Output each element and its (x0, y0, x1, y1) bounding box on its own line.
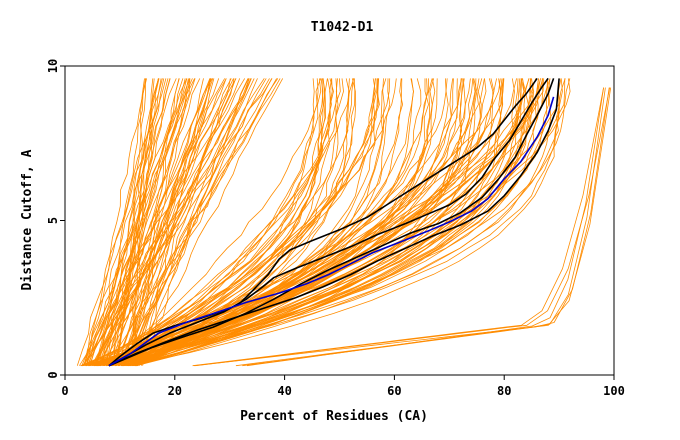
model-curve-18 (118, 78, 279, 366)
model-curve-63 (121, 78, 237, 366)
model-curve-59 (120, 78, 267, 366)
model-lines-layer (76, 78, 612, 367)
model-curve-185 (246, 87, 604, 367)
model-curve-47 (92, 78, 250, 366)
model-curve-97 (122, 78, 549, 367)
highlight-blue (108, 96, 555, 367)
model-curve-81 (99, 78, 380, 367)
model-curve-46 (139, 78, 231, 366)
model-curve-7 (83, 78, 159, 366)
y-tick-label-5: 5 (46, 217, 60, 224)
model-curve-184 (192, 87, 604, 367)
y-tick-label-10: 10 (46, 59, 60, 73)
model-curve-179 (89, 78, 422, 367)
chart-title: T1042-D1 (311, 20, 374, 35)
highlight-black-1 (108, 78, 555, 367)
model-curve-173 (103, 78, 355, 367)
model-curve-23 (96, 78, 190, 366)
model-curve-101 (85, 78, 414, 367)
model-curve-67 (131, 78, 180, 366)
highlight-black-2 (108, 77, 549, 367)
model-curve-57 (135, 78, 232, 366)
highlight-black-3 (108, 77, 538, 367)
model-curve-145 (129, 78, 319, 366)
model-curve-73 (136, 78, 563, 367)
model-curve-171 (131, 78, 332, 367)
model-curve-119 (102, 78, 322, 367)
model-curve-153 (127, 78, 356, 367)
model-curve-151 (106, 78, 328, 367)
model-curve-78 (84, 78, 354, 367)
model-curve-30 (125, 78, 249, 366)
x-tick-label-20: 20 (168, 384, 182, 398)
model-curve-137 (127, 78, 562, 367)
model-curve-114 (122, 78, 462, 367)
model-curve-62 (108, 78, 281, 366)
model-curve-154 (135, 78, 523, 367)
model-curve-33 (85, 78, 147, 366)
model-curve-177 (109, 78, 571, 367)
x-axis-label: Percent of Residues (CA) (240, 409, 428, 424)
model-curve-178 (118, 78, 378, 367)
model-curve-13 (102, 78, 162, 366)
ticks-layer: 0 20 40 60 80 100 0 5 10 (46, 59, 625, 398)
highlight-black-4 (108, 78, 560, 367)
model-curve-22 (111, 78, 214, 366)
model-curve-66 (124, 78, 191, 366)
model-curve-158 (109, 78, 449, 367)
model-curve-162 (122, 78, 531, 367)
model-curve-164 (106, 78, 380, 367)
model-curve-134 (99, 78, 333, 367)
x-tick-label-100: 100 (603, 384, 625, 398)
model-curve-183 (193, 87, 612, 367)
model-curve-156 (124, 78, 438, 367)
highlight-lines-layer (108, 77, 560, 367)
model-curve-19 (83, 78, 188, 366)
model-curve-118 (81, 78, 376, 367)
model-curve-150 (135, 78, 387, 367)
model-curve-53 (98, 78, 147, 366)
model-curve-72 (131, 78, 463, 367)
model-curve-41 (123, 78, 273, 366)
model-curve-113 (129, 78, 376, 367)
x-tick-label-80: 80 (497, 384, 511, 398)
y-axis-label: Distance Cutoff, A (20, 149, 35, 290)
model-curve-52 (83, 78, 188, 366)
model-curve-127 (98, 78, 539, 367)
model-curve-44 (133, 78, 284, 366)
model-curve-51 (119, 78, 186, 366)
x-tick-label-60: 60 (387, 384, 401, 398)
model-curve-146 (81, 78, 503, 367)
model-curve-16 (105, 78, 196, 366)
model-curve-168 (106, 78, 429, 367)
model-curve-152 (111, 78, 322, 367)
model-curve-180 (235, 87, 606, 367)
model-curve-54 (115, 78, 165, 366)
x-tick-label-0: 0 (61, 384, 68, 398)
model-curve-68 (131, 78, 215, 366)
model-curve-43 (82, 78, 226, 366)
model-curve-6 (113, 78, 180, 366)
model-curve-28 (121, 78, 212, 366)
model-curve-69 (142, 78, 250, 366)
model-curve-65 (94, 78, 252, 366)
model-curve-20 (85, 78, 227, 366)
model-curve-170 (115, 78, 480, 367)
model-curve-174 (97, 78, 560, 367)
model-curve-142 (135, 78, 448, 367)
x-tick-label-40: 40 (277, 384, 291, 398)
model-curve-131 (111, 78, 344, 367)
y-tick-label-0: 0 (46, 371, 60, 378)
model-curve-172 (103, 78, 397, 367)
model-curve-48 (89, 78, 177, 366)
model-curve-155 (92, 78, 331, 367)
